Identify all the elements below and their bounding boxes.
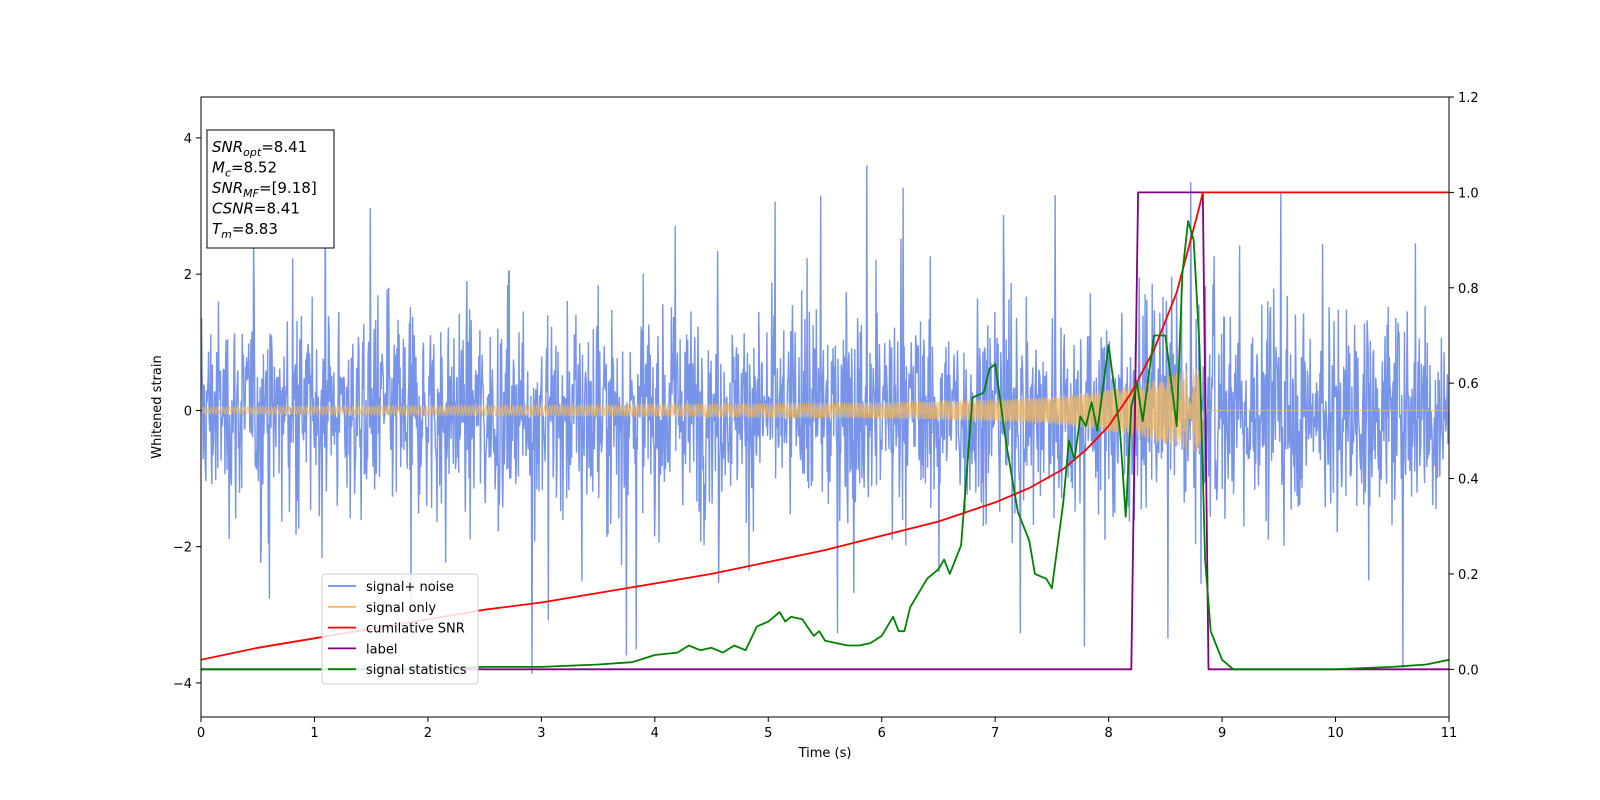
x-tick-label: 6	[878, 726, 886, 741]
series-signal-statistics	[201, 220, 1449, 671]
info-symbol: CSNR	[212, 200, 254, 218]
y-tick-label: −4	[173, 677, 192, 692]
info-subscript: m	[221, 228, 232, 241]
series-signal-only	[201, 367, 1449, 454]
info-line: CSNR=8.41	[212, 200, 300, 218]
y2-tick-label: 0.8	[1458, 282, 1479, 297]
y-axis-left: −4 −2 0 2 4	[173, 132, 201, 692]
y-axis-label: Whitened strain	[150, 355, 165, 458]
info-value: =8.41	[254, 200, 300, 218]
x-tick-label: 0	[197, 726, 205, 741]
info-value: =8.52	[231, 159, 277, 177]
info-line: Tm=8.83	[212, 220, 278, 241]
legend: signal+ noise signal only cumilative SNR la…	[321, 573, 479, 685]
x-tick-label: 2	[424, 726, 432, 741]
info-symbol: SNR	[212, 138, 243, 156]
info-value: =8.41	[261, 138, 307, 156]
x-tick-label: 4	[651, 726, 659, 741]
info-box: SNRopt=8.41Mc=8.52SNRMF=[9.18]CSNR=8.41T…	[206, 129, 335, 249]
legend-label: signal statistics	[366, 663, 467, 678]
y2-tick-label: 0.0	[1458, 663, 1479, 678]
x-tick-label: 8	[1104, 726, 1112, 741]
info-subscript: opt	[243, 146, 262, 159]
y-tick-label: −2	[173, 541, 192, 556]
y-tick-label: 2	[184, 268, 192, 283]
x-tick-label: 9	[1218, 726, 1226, 741]
x-tick-label: 7	[991, 726, 999, 741]
x-tick-label: 11	[1441, 726, 1458, 741]
info-subscript: MF	[243, 187, 259, 200]
info-line: Mc=8.52	[212, 159, 277, 180]
x-axis-label: Time (s)	[798, 746, 852, 761]
info-value: =8.83	[232, 220, 278, 238]
axes-frame	[200, 96, 1450, 718]
info-symbol: T	[212, 220, 223, 238]
info-subscript: c	[225, 167, 231, 180]
info-line: SNRopt=8.41	[212, 138, 307, 159]
info-line: SNRMF=[9.18]	[212, 179, 317, 200]
x-axis: 0 1 2 3 4 5 6 7 8 9 10 11	[197, 717, 1457, 741]
info-box-frame	[206, 129, 335, 249]
info-symbol: SNR	[212, 179, 243, 197]
y2-tick-label: 1.2	[1458, 91, 1479, 106]
y2-tick-label: 0.4	[1458, 473, 1479, 488]
y-tick-label: 4	[184, 132, 192, 147]
x-tick-label: 5	[764, 726, 772, 741]
legend-label: cumilative SNR	[366, 622, 465, 637]
x-tick-label: 10	[1327, 726, 1344, 741]
legend-label: signal+ noise	[366, 580, 454, 595]
y2-tick-label: 0.6	[1458, 377, 1479, 392]
y2-tick-label: 0.2	[1458, 568, 1479, 583]
y-axis-right: 0.0 0.2 0.4 0.6 0.8 1.0 1.2	[1449, 91, 1479, 678]
x-tick-label: 3	[537, 726, 545, 741]
y-tick-label: 0	[184, 404, 192, 419]
y2-tick-label: 1.0	[1458, 186, 1479, 201]
info-symbol: M	[212, 159, 225, 177]
x-tick-label: 1	[310, 726, 318, 741]
legend-label: label	[366, 642, 397, 657]
legend-frame	[321, 573, 479, 685]
legend-label: signal only	[366, 601, 436, 616]
info-value: =[9.18]	[259, 179, 317, 197]
